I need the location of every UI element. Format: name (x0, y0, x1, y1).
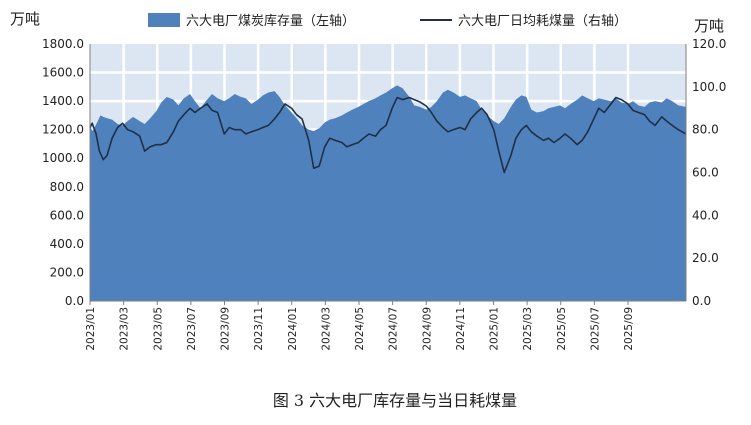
x-axis-tick-label: 2023/11 (253, 307, 265, 351)
x-axis-tick-label: 2023/01 (85, 307, 97, 351)
inventory-area (90, 85, 686, 301)
right-axis-tick-label: 100.0 (692, 80, 726, 94)
x-axis-tick-label: 2024/01 (287, 307, 299, 351)
left-axis-tick-label: 600.0 (50, 208, 84, 222)
left-axis-tick-label: 1800.0 (42, 37, 84, 51)
x-axis-tick-label: 2025/01 (489, 307, 501, 351)
right-axis-tick-label: 80.0 (692, 123, 719, 137)
x-axis-tick-label: 2024/05 (354, 307, 366, 351)
legend-label-consumption: 六大电厂日均耗煤量（右轴） (458, 14, 627, 29)
consumption-line (89, 96, 687, 174)
axes-layer: 0.0 200.0 400.0 600.0 800.0 1000.0 1200.0 1400.… (42, 37, 726, 351)
x-axis-tick-label: 2024/09 (421, 307, 433, 351)
left-axis-tick-label: 1400.0 (42, 94, 84, 108)
x-axis-tick-label: 2025/09 (623, 307, 635, 351)
left-axis-tick-label: 1200.0 (42, 123, 84, 137)
left-axis-tick-label: 400.0 (50, 237, 84, 251)
x-axis-tick-label: 2025/05 (556, 307, 568, 351)
x-axis-tick-label: 2023/03 (119, 307, 131, 351)
x-axis-tick-label: 2023/05 (152, 307, 164, 351)
x-axis-tick-label: 2025/03 (522, 307, 534, 351)
right-axis-tick-label: 0.0 (692, 294, 711, 308)
right-axis-tick-label: 120.0 (692, 37, 726, 51)
legend-swatch-inventory (148, 13, 180, 27)
left-axis-tick-label: 200.0 (50, 265, 84, 279)
right-axis-tick-label: 60.0 (692, 166, 719, 180)
right-axis-unit: 万吨 (694, 17, 724, 35)
x-axis-tick-label: 2024/07 (388, 307, 400, 351)
x-axis-tick-label: 2023/07 (186, 307, 198, 351)
left-axis-tick-label: 1000.0 (42, 151, 84, 165)
left-axis-unit: 万吨 (10, 10, 40, 28)
left-axis-tick-label: 800.0 (50, 180, 84, 194)
consumption-line-layer (89, 96, 687, 174)
x-axis-tick-label: 2024/11 (455, 307, 467, 351)
left-axis-tick-label: 0.0 (65, 294, 84, 308)
legend: 六大电厂煤炭库存量（左轴） 六大电厂日均耗煤量（右轴） (148, 13, 627, 29)
inventory-area-layer (90, 85, 686, 301)
right-axis-tick-label: 20.0 (692, 251, 719, 265)
right-axis-tick-label: 40.0 (692, 208, 719, 222)
chart-caption: 图 3 六大电厂库存量与当日耗煤量 (273, 391, 517, 410)
x-axis-tick-label: 2023/09 (220, 307, 232, 351)
legend-label-inventory: 六大电厂煤炭库存量（左轴） (186, 13, 355, 29)
left-axis-tick-label: 1600.0 (42, 66, 84, 80)
x-axis-tick-label: 2024/03 (320, 307, 332, 351)
x-axis-tick-label: 2025/07 (589, 307, 601, 351)
